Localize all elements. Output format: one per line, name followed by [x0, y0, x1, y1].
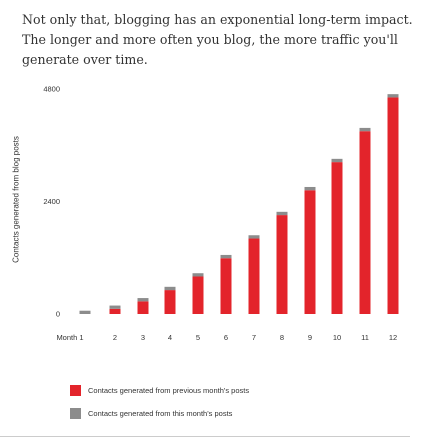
x-tick-label-12: 12 — [389, 333, 397, 342]
x-tick-label-4: 4 — [168, 333, 172, 342]
x-tick-label-2: 2 — [113, 333, 117, 342]
legend-item-current: Contacts generated from this month's pos… — [70, 407, 249, 419]
bar-previous-12 — [387, 97, 399, 314]
x-tick-label-5: 5 — [196, 333, 200, 342]
chart-legend: Contacts generated from previous month's… — [70, 384, 249, 430]
bar-current-11 — [359, 127, 371, 132]
bar-previous-4 — [164, 290, 176, 314]
x-tick-label-7: 7 — [252, 333, 256, 342]
bar-previous-5 — [192, 276, 204, 314]
bar-current-10 — [331, 158, 343, 163]
x-tick-label-11: 11 — [361, 333, 369, 342]
bar-current-8 — [276, 211, 288, 216]
bar-previous-8 — [276, 215, 288, 314]
intro-line-2: The longer and more often you blog, the … — [22, 32, 398, 47]
bar-previous-9 — [304, 190, 316, 314]
bar-current-4 — [164, 286, 176, 291]
legend-label-current: Contacts generated from this month's pos… — [88, 408, 233, 418]
bar-previous-3 — [137, 301, 149, 314]
bar-current-1 — [79, 310, 91, 314]
legend-item-previous: Contacts generated from previous month's… — [70, 384, 249, 396]
bar-current-12 — [387, 94, 399, 98]
legend-label-previous: Contacts generated from previous month's… — [88, 385, 250, 395]
x-tick-label-9: 9 — [308, 333, 312, 342]
bottom-divider — [0, 436, 410, 437]
legend-swatch-current — [70, 407, 81, 419]
bar-current-3 — [137, 298, 149, 302]
bar-current-2 — [109, 305, 121, 309]
y-tick-label-2: 4800 — [43, 85, 60, 94]
intro-line-1: Not only that, blogging has an exponenti… — [22, 12, 413, 27]
x-tick-label-6: 6 — [224, 333, 228, 342]
bar-previous-7 — [248, 238, 260, 314]
bar-chart: 0 2400 4800 Month 1 2 3 4 5 6 7 8 9 10 11 12 — [43, 85, 399, 342]
legend-swatch-previous — [70, 384, 81, 396]
bar-previous-2 — [109, 308, 121, 314]
intro-line-3: generate over time. — [22, 52, 148, 67]
bar-previous-6 — [220, 258, 232, 314]
x-tick-label-10: 10 — [333, 333, 341, 342]
x-tick-label-1: Month 1 — [56, 333, 83, 342]
x-tick-label-3: 3 — [141, 333, 145, 342]
y-tick-label-1: 2400 — [43, 197, 60, 206]
bar-current-7 — [248, 235, 260, 239]
y-tick-label-0: 0 — [56, 310, 60, 319]
bar-previous-10 — [331, 162, 343, 314]
bar-current-6 — [220, 254, 232, 259]
bar-previous-11 — [359, 131, 371, 314]
bar-current-5 — [192, 273, 204, 277]
bar-current-9 — [304, 186, 316, 191]
intro-text: Not only that, blogging has an exponenti… — [22, 10, 417, 70]
x-tick-label-8: 8 — [280, 333, 284, 342]
